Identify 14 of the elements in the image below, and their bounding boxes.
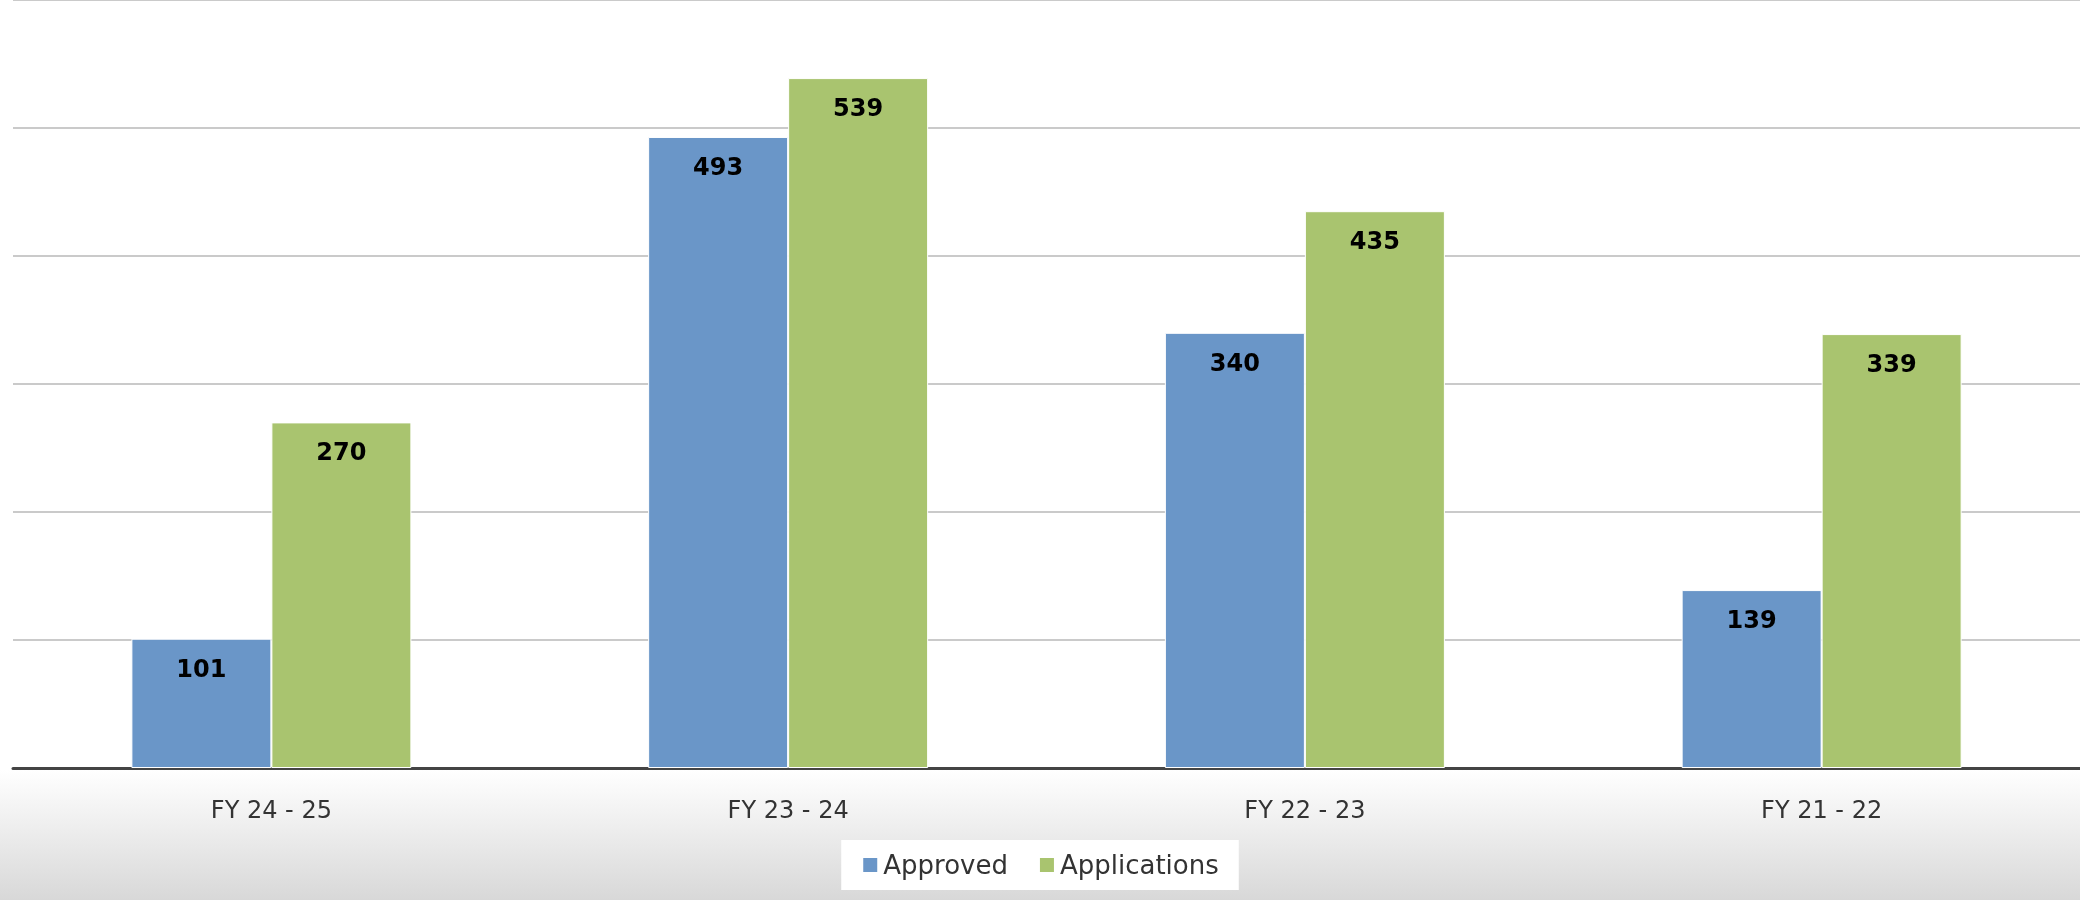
x-tick-label: FY 22 - 23 bbox=[1244, 796, 1366, 824]
x-tick-label: FY 21 - 22 bbox=[1761, 796, 1883, 824]
data-label: 139 bbox=[1726, 606, 1777, 635]
x-tick-label: FY 24 - 25 bbox=[210, 796, 332, 824]
data-label: 101 bbox=[176, 654, 227, 683]
data-label: 270 bbox=[316, 438, 367, 467]
legend-label: Applications bbox=[1059, 850, 1219, 880]
data-label: 435 bbox=[1349, 227, 1400, 256]
data-label: 339 bbox=[1866, 350, 1917, 379]
data-label: 539 bbox=[833, 94, 884, 123]
legend-label: Approved bbox=[883, 850, 1008, 880]
data-label: 493 bbox=[693, 152, 744, 181]
data-label: 340 bbox=[1209, 348, 1260, 377]
x-tick-label: FY 23 - 24 bbox=[727, 796, 849, 824]
